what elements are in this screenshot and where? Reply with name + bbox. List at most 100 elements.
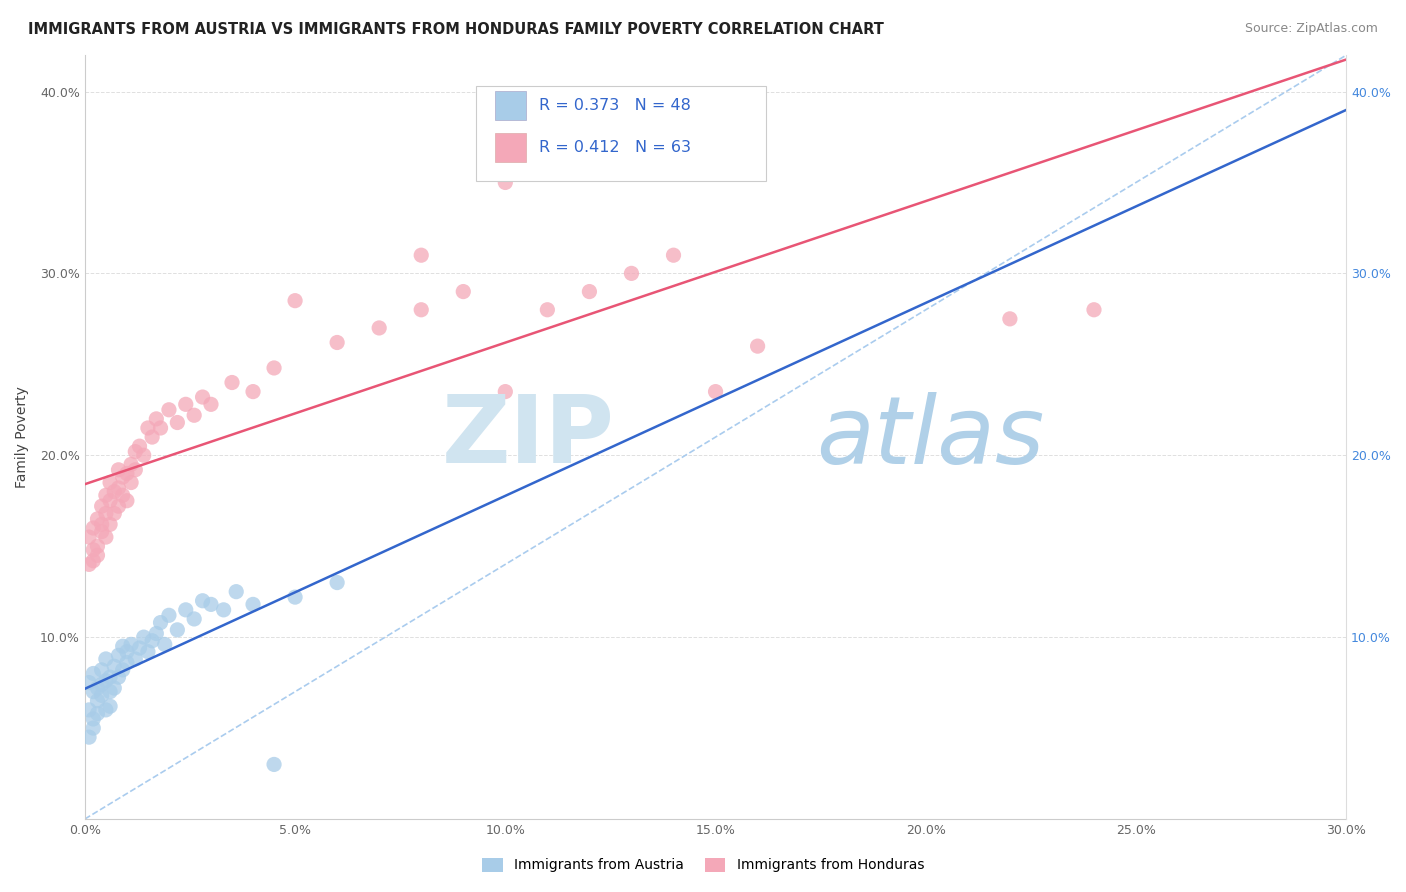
Point bbox=[494, 176, 516, 190]
Point bbox=[94, 673, 117, 688]
Point bbox=[90, 677, 112, 691]
Point bbox=[86, 706, 108, 721]
Point bbox=[82, 721, 104, 735]
Point bbox=[120, 475, 142, 490]
Point bbox=[82, 684, 104, 698]
Point bbox=[183, 612, 205, 626]
Point bbox=[111, 663, 134, 677]
Point bbox=[86, 512, 108, 526]
Point bbox=[94, 507, 117, 521]
Point bbox=[86, 694, 108, 708]
Point bbox=[111, 639, 134, 653]
Point bbox=[136, 421, 159, 435]
Point bbox=[191, 390, 214, 404]
Point bbox=[94, 530, 117, 544]
Point bbox=[242, 384, 264, 399]
Point bbox=[98, 475, 121, 490]
Point bbox=[115, 656, 138, 670]
Point bbox=[174, 603, 197, 617]
Point bbox=[141, 633, 163, 648]
Point bbox=[145, 626, 167, 640]
Point bbox=[103, 681, 125, 695]
Point bbox=[284, 293, 307, 308]
Point bbox=[115, 467, 138, 481]
Point bbox=[120, 637, 142, 651]
Point bbox=[1083, 302, 1105, 317]
Point bbox=[107, 463, 129, 477]
Text: IMMIGRANTS FROM AUSTRIA VS IMMIGRANTS FROM HONDURAS FAMILY POVERTY CORRELATION C: IMMIGRANTS FROM AUSTRIA VS IMMIGRANTS FR… bbox=[28, 22, 884, 37]
Point bbox=[90, 517, 112, 532]
Point bbox=[326, 335, 349, 350]
Point bbox=[368, 321, 391, 335]
Text: R = 0.412   N = 63: R = 0.412 N = 63 bbox=[538, 140, 690, 155]
Point bbox=[120, 458, 142, 472]
Point bbox=[747, 339, 769, 353]
Point bbox=[107, 499, 129, 513]
Point bbox=[90, 499, 112, 513]
Point bbox=[284, 590, 307, 604]
Point bbox=[411, 248, 433, 262]
Point bbox=[111, 488, 134, 502]
Point bbox=[124, 463, 146, 477]
Point bbox=[998, 311, 1021, 326]
Point bbox=[578, 285, 600, 299]
Point bbox=[200, 598, 222, 612]
Text: ZIP: ZIP bbox=[441, 391, 614, 483]
Point bbox=[90, 663, 112, 677]
Point bbox=[103, 659, 125, 673]
Point bbox=[98, 684, 121, 698]
Point bbox=[90, 689, 112, 703]
Point bbox=[149, 421, 172, 435]
Point bbox=[263, 361, 285, 376]
Point bbox=[451, 285, 474, 299]
Point bbox=[77, 730, 100, 744]
Point bbox=[103, 484, 125, 499]
Point bbox=[494, 384, 516, 399]
Point bbox=[103, 507, 125, 521]
Point bbox=[157, 608, 180, 623]
Point bbox=[115, 493, 138, 508]
Point bbox=[141, 430, 163, 444]
Point bbox=[145, 412, 167, 426]
Point bbox=[326, 575, 349, 590]
Point bbox=[166, 623, 188, 637]
Point bbox=[191, 593, 214, 607]
Point bbox=[221, 376, 243, 390]
Point bbox=[153, 637, 176, 651]
Point bbox=[98, 517, 121, 532]
Point bbox=[94, 703, 117, 717]
Text: R = 0.373   N = 48: R = 0.373 N = 48 bbox=[538, 98, 690, 113]
Point bbox=[82, 554, 104, 568]
Point bbox=[183, 409, 205, 423]
Point bbox=[536, 302, 558, 317]
Point bbox=[128, 641, 150, 656]
Point bbox=[82, 712, 104, 726]
Point bbox=[225, 584, 247, 599]
Point bbox=[94, 652, 117, 666]
Point bbox=[704, 384, 727, 399]
Text: Source: ZipAtlas.com: Source: ZipAtlas.com bbox=[1244, 22, 1378, 36]
Point bbox=[82, 542, 104, 557]
Point bbox=[90, 524, 112, 539]
Point bbox=[200, 397, 222, 411]
Point bbox=[107, 670, 129, 684]
Bar bbox=[495, 91, 526, 120]
Point bbox=[86, 549, 108, 563]
Point bbox=[86, 539, 108, 553]
Legend: Immigrants from Austria, Immigrants from Honduras: Immigrants from Austria, Immigrants from… bbox=[477, 852, 929, 878]
Y-axis label: Family Poverty: Family Poverty bbox=[15, 386, 30, 488]
FancyBboxPatch shape bbox=[475, 86, 766, 181]
Point bbox=[578, 166, 600, 180]
Bar bbox=[495, 133, 526, 162]
Point bbox=[98, 493, 121, 508]
Point bbox=[242, 598, 264, 612]
Point bbox=[111, 470, 134, 484]
Point bbox=[94, 488, 117, 502]
Point bbox=[166, 416, 188, 430]
Text: atlas: atlas bbox=[817, 392, 1045, 483]
Point bbox=[77, 558, 100, 572]
Point bbox=[662, 248, 685, 262]
Point bbox=[620, 266, 643, 280]
Point bbox=[77, 530, 100, 544]
Point bbox=[115, 645, 138, 659]
